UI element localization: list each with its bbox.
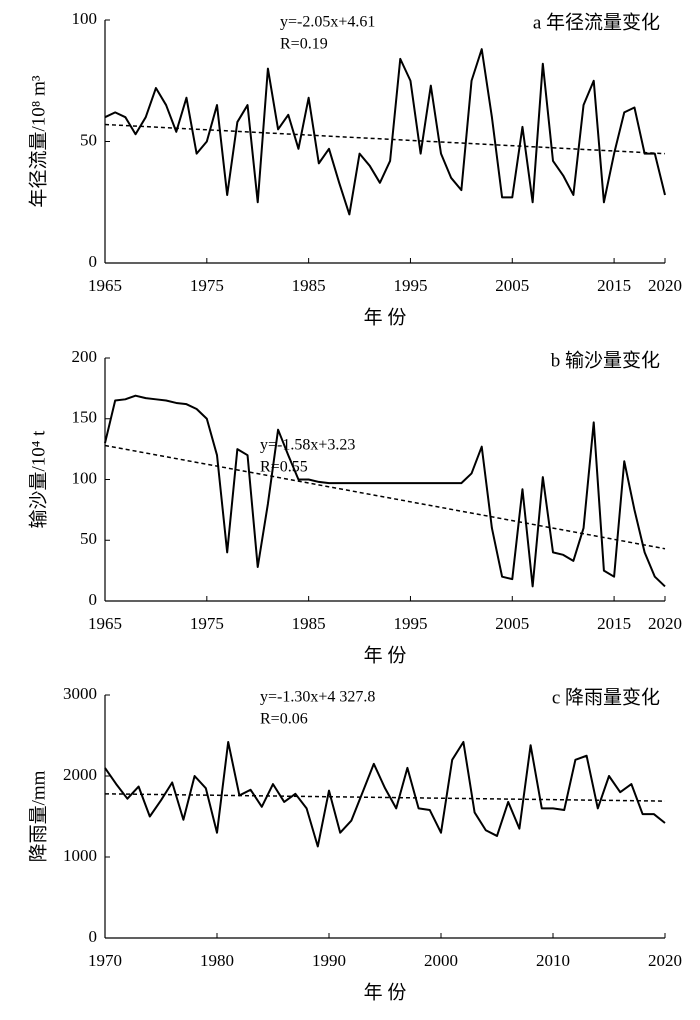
y-axis-title: 降雨量/mm bbox=[27, 770, 49, 862]
x-tick-label: 2020 bbox=[648, 951, 682, 970]
x-tick-label: 2000 bbox=[424, 951, 458, 970]
y-axis-title: 年径流量/10⁸ m³ bbox=[27, 75, 49, 207]
x-tick-label: 1980 bbox=[200, 951, 234, 970]
y-tick-label: 1000 bbox=[63, 846, 97, 865]
x-tick-label: 2015 bbox=[597, 614, 631, 633]
x-tick-label: 2020 bbox=[648, 614, 682, 633]
data-line bbox=[104, 740, 666, 848]
x-tick-label: 2015 bbox=[597, 276, 631, 295]
annotation: R=0.19 bbox=[280, 36, 328, 53]
y-tick-label: 50 bbox=[80, 529, 97, 548]
data-line bbox=[104, 394, 666, 588]
x-tick-label: 2005 bbox=[495, 614, 529, 633]
y-axis-title: 输沙量/10⁴ t bbox=[27, 430, 49, 529]
annotation: R=0.06 bbox=[260, 711, 308, 728]
annotation: R=0.55 bbox=[260, 459, 308, 476]
x-tick-label: 1985 bbox=[292, 276, 326, 295]
y-tick-label: 200 bbox=[72, 347, 98, 366]
trend-line bbox=[104, 123, 666, 155]
y-tick-label: 150 bbox=[72, 408, 98, 427]
y-tick-label: 2000 bbox=[63, 765, 97, 784]
x-tick-label: 2010 bbox=[536, 951, 570, 970]
x-tick-label: 1970 bbox=[88, 951, 122, 970]
chart-title: b 输沙量变化 bbox=[551, 349, 660, 371]
x-tick-label: 2020 bbox=[648, 276, 682, 295]
trend-line bbox=[104, 793, 666, 802]
x-tick-label: 1965 bbox=[88, 614, 122, 633]
annotation: y=-1.58x+3.23 bbox=[260, 437, 355, 454]
y-tick-label: 3000 bbox=[63, 684, 97, 703]
y-tick-label: 0 bbox=[89, 252, 98, 271]
annotation: y=-1.30x+4 327.8 bbox=[260, 689, 375, 706]
x-tick-label: 1965 bbox=[88, 276, 122, 295]
y-tick-label: 0 bbox=[89, 927, 98, 946]
x-tick-label: 1975 bbox=[190, 276, 224, 295]
x-axis-title: 年 份 bbox=[364, 981, 407, 1003]
x-tick-label: 1985 bbox=[292, 614, 326, 633]
data-line bbox=[104, 48, 666, 216]
y-tick-label: 0 bbox=[89, 590, 98, 609]
x-tick-label: 1995 bbox=[393, 614, 427, 633]
x-tick-label: 1990 bbox=[312, 951, 346, 970]
chart-title: c 降雨量变化 bbox=[552, 686, 660, 708]
trend-line bbox=[104, 444, 666, 550]
x-axis-title: 年 份 bbox=[364, 306, 407, 328]
chart-title: a 年径流量变化 bbox=[533, 11, 660, 33]
y-tick-label: 100 bbox=[72, 468, 98, 487]
annotation: y=-2.05x+4.61 bbox=[280, 14, 375, 31]
x-axis-title: 年 份 bbox=[364, 644, 407, 666]
x-tick-label: 2005 bbox=[495, 276, 529, 295]
y-tick-label: 50 bbox=[80, 130, 97, 149]
x-tick-label: 1995 bbox=[393, 276, 427, 295]
y-tick-label: 100 bbox=[72, 9, 98, 28]
x-tick-label: 1975 bbox=[190, 614, 224, 633]
